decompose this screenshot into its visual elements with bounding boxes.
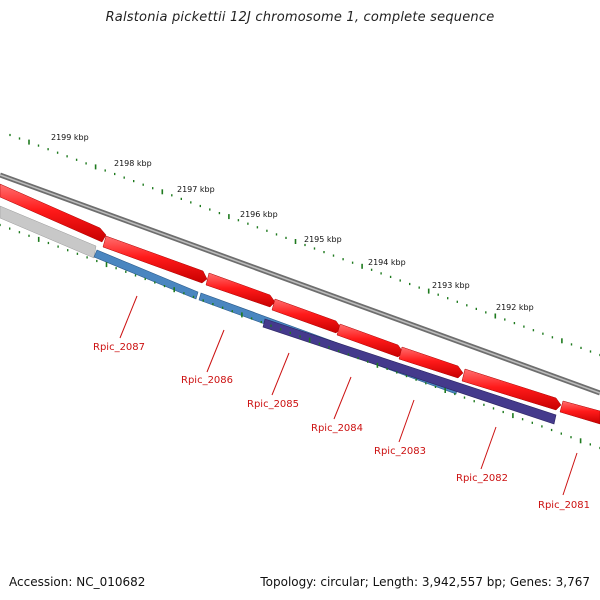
- scale-label: 2192 kbp: [496, 303, 534, 312]
- cds-arrow-3: [205, 272, 276, 308]
- backbone: [0, 172, 600, 396]
- cds-rpic-2084-dark: [262, 318, 557, 425]
- gene-label[interactable]: Rpic_2081: [538, 500, 590, 511]
- gene-label[interactable]: Rpic_2085: [247, 399, 299, 410]
- scale-label: 2199 kbp: [51, 133, 89, 142]
- scale-label: 2198 kbp: [114, 159, 152, 168]
- gene-label[interactable]: Rpic_2083: [374, 446, 426, 457]
- scale-label: 2197 kbp: [177, 185, 215, 194]
- cds-arrow-2: [102, 235, 208, 284]
- accession-text: Accession: NC_010682: [9, 575, 146, 589]
- scale-label: 2194 kbp: [368, 258, 406, 267]
- cds-arrow-7: [461, 368, 562, 411]
- scale-label: 2196 kbp: [240, 210, 278, 219]
- scale-ticks-upper: [9, 133, 600, 357]
- gene-label[interactable]: Rpic_2084: [311, 423, 363, 434]
- gene-leader-lines: [119, 295, 578, 496]
- grey-feature: [0, 205, 97, 259]
- cds-arrow-6: [398, 346, 464, 379]
- gene-label[interactable]: Rpic_2087: [93, 342, 145, 353]
- scale-label: 2195 kbp: [304, 235, 342, 244]
- gene-label[interactable]: Rpic_2086: [181, 375, 233, 386]
- gene-label[interactable]: Rpic_2082: [456, 473, 508, 484]
- gene-labels: Rpic_2087 Rpic_2086 Rpic_2085 Rpic_2084 …: [93, 342, 590, 511]
- scale-label: 2193 kbp: [432, 281, 470, 290]
- genome-summary-text: Topology: circular; Length: 3,942,557 bp…: [260, 575, 590, 589]
- cds-arrow-1: [0, 183, 107, 243]
- scale-labels: 2199 kbp 2198 kbp 2197 kbp 2196 kbp 2195…: [51, 133, 534, 312]
- forward-cds-track: [0, 183, 600, 425]
- map-title: Ralstonia pickettii 12J chromosome 1, co…: [105, 10, 495, 25]
- cds-rpic-2086: [93, 249, 199, 300]
- cds-arrow-8: [559, 400, 600, 425]
- scale-ticks-lower: [0, 223, 600, 450]
- reverse-cds-track: [93, 249, 557, 425]
